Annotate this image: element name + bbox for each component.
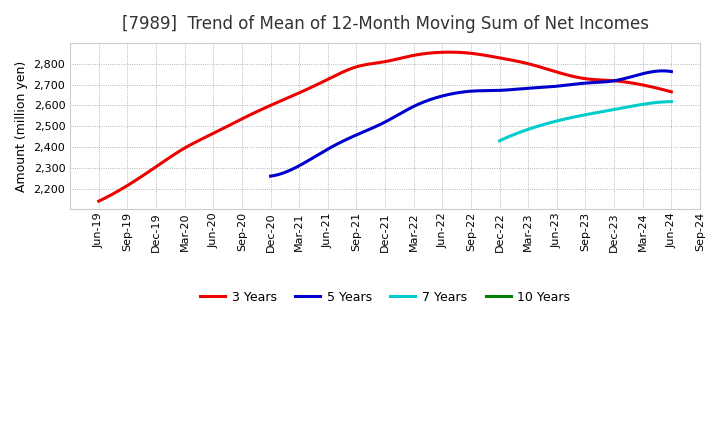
- Title: [7989]  Trend of Mean of 12-Month Moving Sum of Net Incomes: [7989] Trend of Mean of 12-Month Moving …: [122, 15, 649, 33]
- 7 Years: [495, 138, 504, 143]
- 3 Years: [436, 50, 444, 55]
- 7 Years: [667, 99, 675, 104]
- 3 Years: [433, 50, 442, 55]
- 7 Years: [651, 100, 660, 105]
- Line: 7 Years: 7 Years: [500, 102, 671, 141]
- 5 Years: [503, 87, 512, 92]
- 3 Years: [616, 79, 624, 84]
- 5 Years: [659, 68, 667, 73]
- 5 Years: [266, 173, 275, 179]
- 3 Years: [667, 89, 675, 95]
- Y-axis label: Amount (million yen): Amount (million yen): [15, 61, 28, 192]
- 5 Years: [604, 79, 613, 84]
- 7 Years: [640, 101, 649, 106]
- 5 Years: [505, 87, 513, 92]
- 3 Years: [447, 50, 456, 55]
- 5 Years: [268, 173, 276, 179]
- 7 Years: [600, 109, 609, 114]
- 3 Years: [445, 49, 454, 55]
- 7 Years: [496, 138, 505, 143]
- 3 Years: [96, 198, 105, 203]
- 5 Years: [629, 73, 638, 79]
- 5 Years: [511, 87, 520, 92]
- 7 Years: [597, 109, 606, 114]
- 5 Years: [667, 69, 675, 74]
- 3 Years: [94, 198, 103, 204]
- 7 Years: [598, 109, 606, 114]
- Legend: 3 Years, 5 Years, 7 Years, 10 Years: 3 Years, 5 Years, 7 Years, 10 Years: [195, 286, 575, 309]
- Line: 5 Years: 5 Years: [271, 71, 671, 176]
- 3 Years: [579, 76, 588, 81]
- Line: 3 Years: 3 Years: [99, 52, 671, 201]
